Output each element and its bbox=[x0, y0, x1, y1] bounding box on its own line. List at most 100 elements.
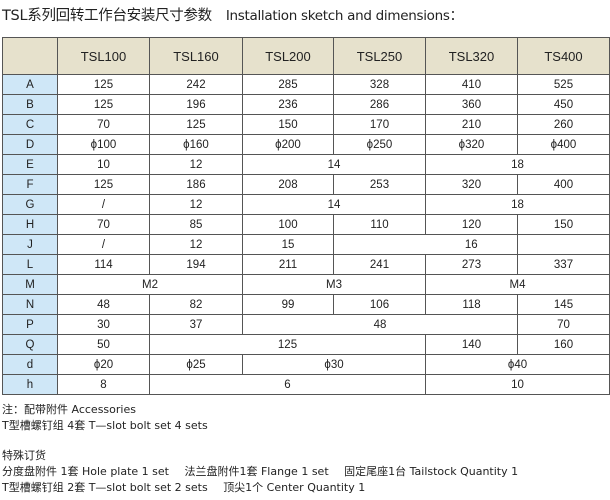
table-row: M M2 M3 M4 bbox=[2, 274, 610, 295]
table-cell: 16 bbox=[333, 234, 518, 255]
dimensions-table: TSL100 TSL160 TSL200 TSL250 TSL320 TS400 A 125… bbox=[2, 37, 610, 395]
table-cell: 110 bbox=[333, 214, 426, 235]
special-order-title: 特殊订货 bbox=[2, 449, 46, 462]
table-cell: 170 bbox=[333, 114, 426, 135]
title-cn: TSL系列回转工作台安装尺寸参数 bbox=[2, 8, 212, 24]
table-cell: 100 bbox=[242, 214, 334, 235]
table-cell bbox=[517, 234, 610, 255]
table-cell: ϕ30 bbox=[242, 354, 426, 375]
table-cell: 120 bbox=[425, 214, 518, 235]
table-cell: 525 bbox=[517, 74, 610, 95]
table-cell: 208 bbox=[242, 174, 334, 195]
table-cell: 145 bbox=[517, 294, 610, 315]
row-label: E bbox=[2, 154, 58, 175]
row-label: N bbox=[2, 294, 58, 315]
table-cell: 160 bbox=[517, 334, 610, 355]
table-row: G/12 14 18 bbox=[2, 194, 610, 215]
table-cell: 186 bbox=[149, 174, 243, 195]
table-cell: 211 bbox=[242, 254, 334, 275]
table-row: E 10 12 14 18 bbox=[2, 154, 610, 175]
table-cell: 114 bbox=[57, 254, 150, 275]
table-cell: 196 bbox=[149, 94, 243, 115]
table-cell: 18 bbox=[425, 154, 610, 175]
accessories-line: T型槽螺钉组 4套 T—slot bolt set 4 sets bbox=[2, 419, 208, 432]
table-cell: M2 bbox=[57, 274, 243, 295]
table-cell: 14 bbox=[242, 194, 426, 215]
table-row: B 125 196 236 286 360 450 bbox=[2, 94, 610, 115]
table-cell: 260 bbox=[517, 114, 610, 135]
table-cell: 400 bbox=[517, 174, 610, 195]
row-label: M bbox=[2, 274, 58, 295]
table-cell: 194 bbox=[149, 254, 243, 275]
row-label: d bbox=[2, 354, 58, 375]
table-cell: 125 bbox=[57, 174, 150, 195]
row-label: h bbox=[2, 374, 58, 395]
row-label: F bbox=[2, 174, 58, 195]
table-cell: 150 bbox=[242, 114, 334, 135]
table-row: C 70 125 150 170 210 260 bbox=[2, 114, 610, 135]
table-cell: / bbox=[57, 234, 150, 255]
table-cell: ϕ400 bbox=[517, 134, 610, 155]
table-cell: 85 bbox=[149, 214, 243, 235]
table-row: Q 50 125 140 160 bbox=[2, 334, 610, 355]
table-cell: 125 bbox=[149, 114, 243, 135]
table-cell: 70 bbox=[57, 114, 150, 135]
table-cell: / bbox=[57, 194, 150, 215]
row-label: Q bbox=[2, 334, 58, 355]
table-cell: 12 bbox=[149, 194, 243, 215]
row-label: J bbox=[2, 234, 58, 255]
table-cell: 6 bbox=[149, 374, 426, 395]
column-header: TS400 bbox=[517, 37, 610, 75]
table-cell: 410 bbox=[425, 74, 518, 95]
table-cell: 14 bbox=[242, 154, 426, 175]
column-header: TSL320 bbox=[425, 37, 518, 75]
row-label: C bbox=[2, 114, 58, 135]
table-cell: 320 bbox=[425, 174, 518, 195]
table-cell: 125 bbox=[57, 74, 150, 95]
table-header-row: TSL100 TSL160 TSL200 TSL250 TSL320 TS400 bbox=[2, 37, 610, 75]
table-cell: 12 bbox=[149, 234, 243, 255]
table-cell: 242 bbox=[149, 74, 243, 95]
accessories-title: 注：配带附件 Accessories bbox=[2, 403, 136, 416]
table-row: d ϕ20 ϕ25 ϕ30 ϕ40 bbox=[2, 354, 610, 375]
table-cell: 12 bbox=[149, 154, 243, 175]
table-cell: ϕ200 bbox=[242, 134, 334, 155]
column-header: TSL160 bbox=[149, 37, 243, 75]
table-row: H 70 85 100 110 120 150 bbox=[2, 214, 610, 235]
table-cell: 82 bbox=[149, 294, 243, 315]
table-cell: 99 bbox=[242, 294, 334, 315]
table-cell: 210 bbox=[425, 114, 518, 135]
tslot-bolt-note: T型槽螺钉组 2套 T—slot bolt set 2 sets bbox=[2, 481, 208, 494]
column-header: TSL250 bbox=[333, 37, 426, 75]
table-cell: M3 bbox=[242, 274, 426, 295]
row-label: P bbox=[2, 314, 58, 335]
table-cell: 48 bbox=[242, 314, 518, 335]
table-row: F 125 186 208 253 320 400 bbox=[2, 174, 610, 195]
row-label: H bbox=[2, 214, 58, 235]
table-row: A 125 242 285 328 410 525 bbox=[2, 74, 610, 95]
table-cell: 140 bbox=[425, 334, 518, 355]
column-header: TSL200 bbox=[242, 37, 334, 75]
table-cell: 106 bbox=[333, 294, 426, 315]
table-cell: ϕ320 bbox=[425, 134, 518, 155]
table-cell: 286 bbox=[333, 94, 426, 115]
table-cell: 253 bbox=[333, 174, 426, 195]
row-label: B bbox=[2, 94, 58, 115]
table-cell: 48 bbox=[57, 294, 150, 315]
tailstock-note: 固定尾座1台 Tailstock Quantity 1 bbox=[344, 465, 519, 478]
row-label: A bbox=[2, 74, 58, 95]
table-cell: ϕ20 bbox=[57, 354, 150, 375]
table-cell: 337 bbox=[517, 254, 610, 275]
table-cell: 328 bbox=[333, 74, 426, 95]
table-row: P 30 37 48 70 bbox=[2, 314, 610, 335]
table-cell: 10 bbox=[425, 374, 610, 395]
table-cell: 241 bbox=[333, 254, 426, 275]
table-cell: 150 bbox=[517, 214, 610, 235]
table-cell: 70 bbox=[57, 214, 150, 235]
table-cell: 30 bbox=[57, 314, 150, 335]
row-label: D bbox=[2, 134, 58, 155]
hole-plate-note: 分度盘附件 1套 Hole plate 1 set bbox=[2, 465, 169, 478]
table-cell: 118 bbox=[425, 294, 518, 315]
table-cell: M4 bbox=[425, 274, 610, 295]
